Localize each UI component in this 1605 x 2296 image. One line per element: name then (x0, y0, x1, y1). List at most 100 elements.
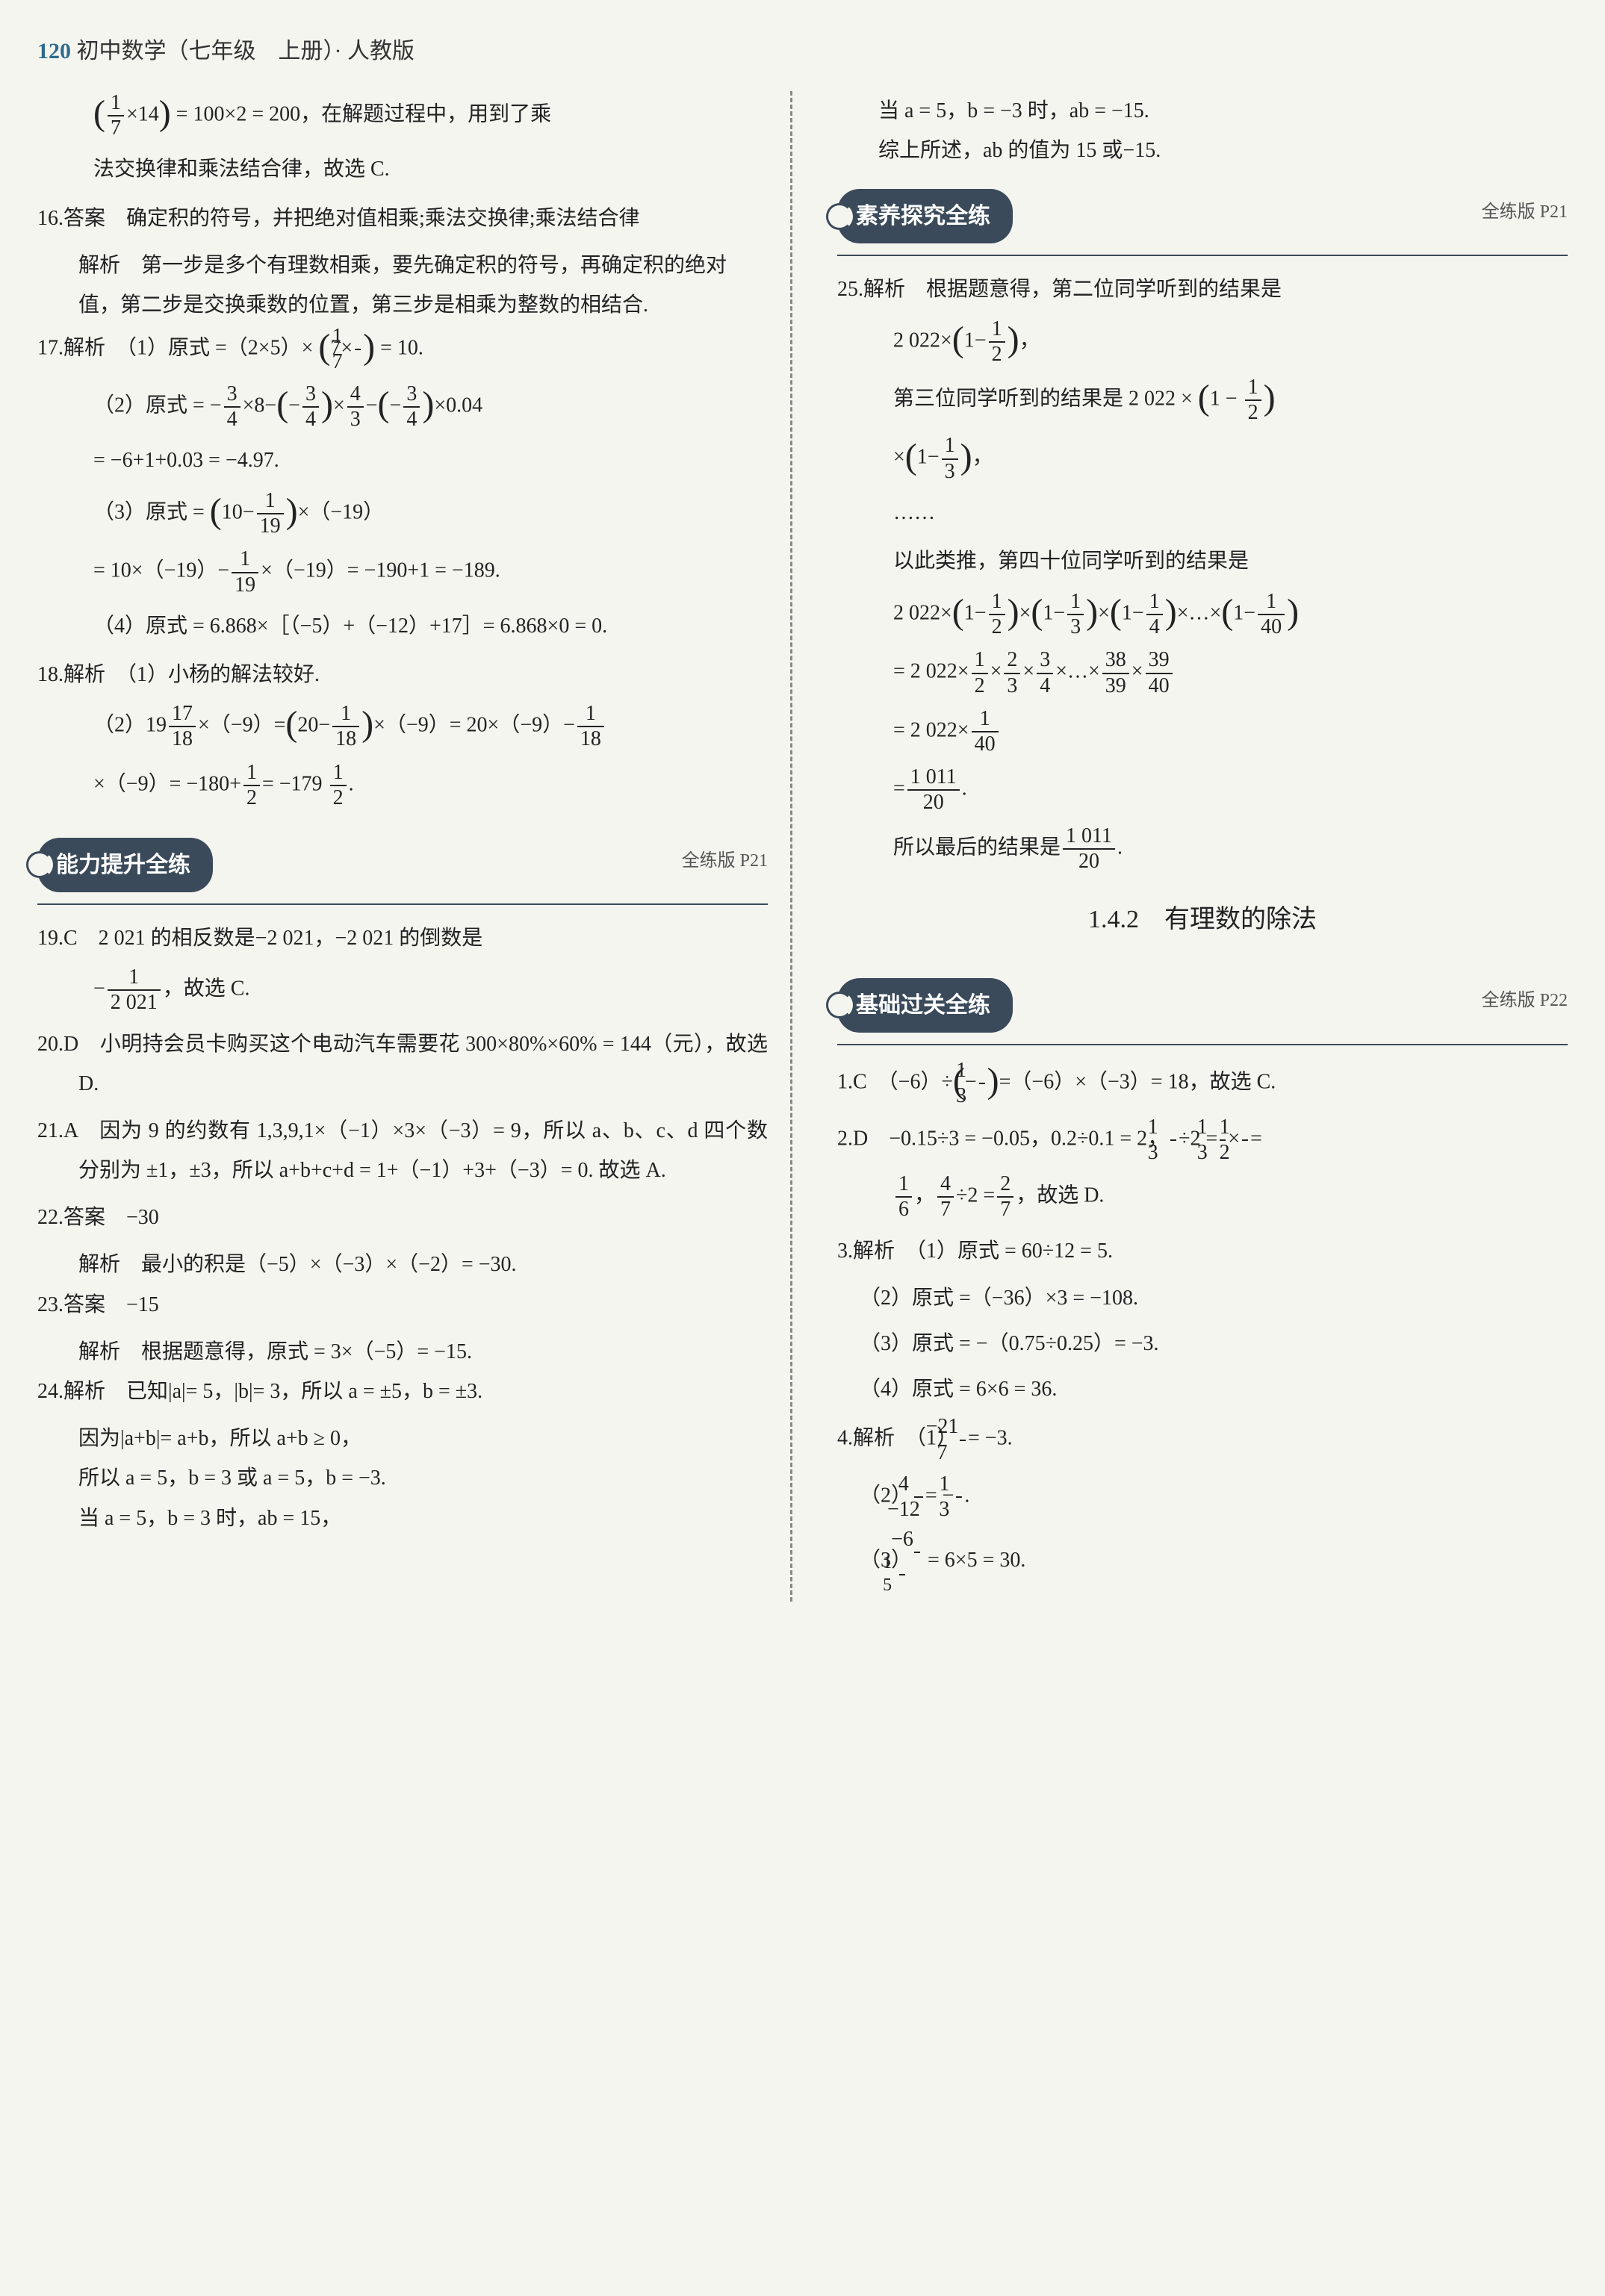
text: ×（−9）= −180+12= −179 12. (37, 761, 768, 810)
text: （2）原式 = − (93, 393, 222, 417)
item-4c: （3）−615 = 6×5 = 30. (837, 1528, 1568, 1596)
text: = (893, 777, 905, 800)
text: ×（−19） (298, 501, 385, 524)
text: ×0.04 (434, 393, 482, 417)
item-24a: 24.解析 已知|a|= 5，|b|= 3，所以 a = ±5，b = ±3. (37, 1372, 768, 1411)
text: ×…× (1055, 660, 1100, 683)
text: = −179 (262, 772, 323, 795)
continuation-line: (17×14) = 100×2 = 200，在解题过程中，用到了乘 (37, 91, 768, 140)
item-23b: 解析 根据题意得，原式 = 3×（−5）= −15. (37, 1332, 768, 1372)
item-24d: 当 a = 5，b = 3 时，ab = 15， (37, 1499, 768, 1538)
item-4a: 4.解析 （1）−217= −3. (837, 1415, 1568, 1464)
text: 当 a = 5，b = −3 时，ab = −15. (837, 91, 1568, 131)
right-column: 当 a = 5，b = −3 时，ab = −15. 综上所述，ab 的值为 1… (822, 91, 1568, 1602)
text: 第三位同学听到的结果是 2 022 × (1 − 12) (837, 376, 1568, 425)
section-basic: 基础过关全练 全练版 P22 (837, 959, 1568, 1045)
item-21: 21.A 因为 9 的约数有 1,3,9,1×（−1）×3×（−3）= 9，所以… (37, 1111, 768, 1190)
text: × (893, 446, 905, 469)
text: 17.解析 （1）原式 =（2×5）× (37, 337, 313, 360)
text: = 6×5 = 30. (928, 1549, 1025, 1572)
text: 所以最后的结果是 (893, 836, 1061, 859)
item-19: 19.C 2 021 的相反数是−2 021，−2 021 的倒数是 (37, 918, 768, 958)
text: 2 022× (893, 329, 952, 352)
item-20: 20.D 小明持会员卡购买这个电动汽车需要花 300×80%×60% = 144… (37, 1024, 768, 1104)
text: =1 01120. (837, 765, 1568, 815)
text: = (1250, 1127, 1262, 1151)
text: 以此类推，第四十位同学听到的结果是 (837, 541, 1568, 581)
text: 2 022×(1−12)×(1−13)×(1−14)×…×(1−140) (837, 590, 1568, 639)
text: （3）原式 = (93, 501, 205, 524)
text: ×…× (1177, 602, 1222, 625)
text: =（−6）×（−3）= 18，故选 C. (999, 1070, 1276, 1093)
text: ×(1−13)， (837, 434, 1568, 483)
subtitle: 1.4.2 有理数的除法 (837, 896, 1568, 945)
text: 2 022× (893, 602, 952, 625)
text: = −3. (968, 1427, 1013, 1450)
page-ref: 全练版 P21 (1482, 196, 1568, 230)
text: 2 022×(1−12)， (837, 317, 1568, 367)
item-3c: （3）原式 = −（0.75÷0.25）= −3. (837, 1324, 1568, 1363)
text: = 10×（−19）− (93, 559, 229, 582)
text: ×（−9）= 20×（−9）− (373, 714, 575, 737)
pill-ability: 能力提升全练 (37, 838, 213, 892)
text: 法交换律和乘法结合律，故选 C. (37, 149, 768, 189)
text: = 2 022×12×23×34×…×3839×3940 (837, 648, 1568, 697)
item-25: 25.解析 根据题意得，第二位同学听到的结果是 (837, 270, 1568, 309)
item-18-2: （2）191718×（−9）=(20−118)×（−9）= 20×（−9）−11… (37, 702, 768, 751)
text: = 2 022× (893, 718, 969, 741)
text: ， (1019, 329, 1040, 352)
text: ，故选 C. (163, 977, 250, 1001)
text: ，故选 D. (1016, 1184, 1104, 1207)
text: ， (972, 446, 993, 469)
book-title: 初中数学（七年级 上册）· 人教版 (77, 39, 415, 63)
text: ， (914, 1184, 935, 1207)
section-ability: 能力提升全练 全练版 P21 (37, 819, 768, 905)
text: 2.D −0.15÷3 = −0.05，0.2÷0.1 = 2， (837, 1127, 1168, 1151)
text: 综上所述，ab 的值为 15 或−15. (837, 131, 1568, 170)
item-22a: 22.答案 −30 (37, 1198, 768, 1237)
item-3a: 3.解析 （1）原式 = 60÷12 = 5. (837, 1231, 1568, 1271)
text: 16.答案 确定积的符号，并把绝对值相乘;乘法交换律;乘法结合律 (37, 207, 640, 230)
text: （2）19 (93, 714, 167, 737)
item-17: 17.解析 （1）原式 =（2×5）× (7×17) = 10. (37, 325, 768, 374)
text: . (962, 777, 967, 800)
pill-literacy: 素养探究全练 (837, 189, 1013, 243)
text: 第三位同学听到的结果是 2 022 × (893, 388, 1193, 411)
page-header: 120 初中数学（七年级 上册）· 人教版 (37, 30, 1568, 72)
text: ×（−9）= (198, 714, 285, 737)
item-17-2: （2）原式 = −34×8−(−34)×43−(−34)×0.04 (37, 382, 768, 432)
page-number: 120 (37, 39, 71, 63)
item-16-expl: 解析 第一步是多个有理数相乘，要先确定积的符号，再确定积的绝对值，第二步是交换乘… (37, 246, 768, 325)
text: ×（−9）= −180+ (93, 772, 241, 795)
text: = 2 022× (893, 660, 969, 683)
text: = −6+1+0.03 = −4.97. (37, 441, 768, 480)
text: 所以最后的结果是1 01120. (837, 824, 1568, 874)
text: −12 021，故选 C. (37, 965, 768, 1015)
text: = 10×（−19）−119×（−19）= −190+1 = −189. (37, 547, 768, 597)
item-17-3: （3）原式 = (10−119)×（−19） (37, 489, 768, 538)
text: ×（−19）= −190+1 = −189. (261, 559, 500, 582)
item-3d: （4）原式 = 6×6 = 36. (837, 1369, 1568, 1409)
text: …… (837, 493, 1568, 532)
item-4b: （2）4−12= −13. (837, 1472, 1568, 1522)
text: = 100×2 = 200，在解题过程中，用到了乘 (176, 103, 551, 126)
item-22b: 解析 最小的积是（−5）×（−3）×（−2）= −30. (37, 1245, 768, 1284)
text: 16，47÷2 =27，故选 D. (837, 1172, 1568, 1222)
section-literacy: 素养探究全练 全练版 P21 (837, 170, 1568, 256)
item-17-4: （4）原式 = 6.868×［（−5）+（−12）+17］= 6.868×0 =… (37, 606, 768, 646)
item-1c: 1.C （−6）÷(−13)=（−6）×（−3）= 18，故选 C. (837, 1059, 1568, 1108)
text: = 2 022×140 (837, 707, 1568, 756)
text: 19.C 2 021 的相反数是−2 021，−2 021 的倒数是 (37, 927, 482, 950)
item-3b: （2）原式 =（−36）×3 = −108. (837, 1278, 1568, 1318)
text: ÷2 = (956, 1184, 995, 1207)
item-24c: 所以 a = 5，b = 3 或 a = 5，b = −3. (37, 1458, 768, 1498)
item-18: 18.解析 （1）小杨的解法较好. (37, 655, 768, 694)
page-ref: 全练版 P22 (1482, 984, 1568, 1018)
item-23a: 23.答案 −15 (37, 1285, 768, 1325)
text: = 10. (380, 337, 423, 360)
page-ref: 全练版 P21 (682, 844, 768, 879)
text: 1.C （−6）÷ (837, 1070, 953, 1093)
pill-basic: 基础过关全练 (837, 978, 1013, 1033)
left-column: (17×14) = 100×2 = 200，在解题过程中，用到了乘 法交换律和乘… (37, 91, 792, 1602)
item-2d: 2.D −0.15÷3 = −0.05，0.2÷0.1 = 2，13÷2 =13… (837, 1116, 1568, 1165)
